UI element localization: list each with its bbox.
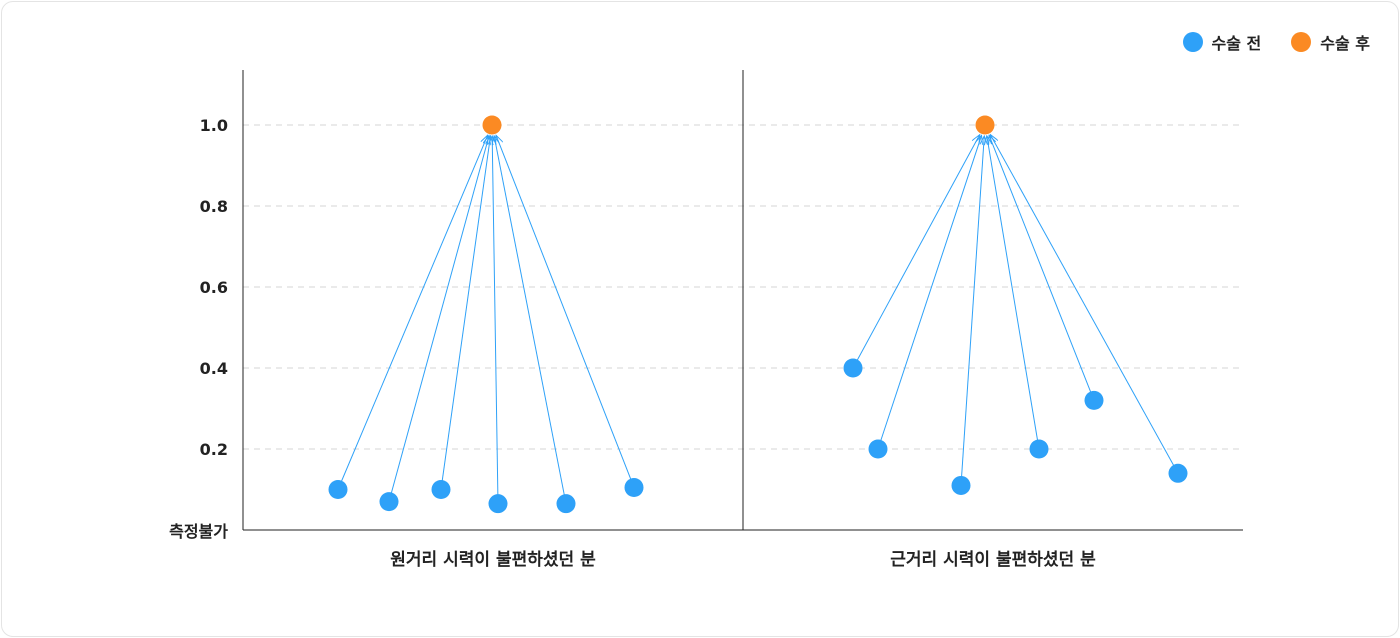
y-tick-label: 0.8 [200,197,228,216]
y-zero-label: 측정불가 [169,522,228,541]
panel-x-label: 근거리 시력이 불편하셨던 분 [890,550,1096,570]
change-arrow [987,136,1040,450]
change-arrow [494,136,567,504]
legend-dot-before [1182,32,1203,52]
before-point [1084,390,1104,410]
before-point [328,480,348,499]
legend-label-after: 수술 후 [1320,34,1370,53]
y-tick-label: 0.2 [200,440,228,459]
before-point [1029,439,1049,459]
legend-label-before: 수술 전 [1211,34,1262,53]
legend-dot-after [1291,32,1312,52]
before-point [1168,463,1188,483]
before-point [556,494,576,514]
before-point [843,358,863,378]
change-arrow [388,136,489,502]
legend-item-after: 수술 후 [1291,30,1370,54]
before-point [624,477,644,497]
legend: 수술 전 수술 후 [1182,30,1370,54]
before-point [379,492,399,512]
legend-item-before: 수술 전 [1182,30,1262,54]
y-tick-label: 0.4 [200,359,228,378]
y-tick-label: 1.0 [200,116,228,135]
y-tick-label: 0.6 [200,278,228,297]
change-arrow [990,135,1179,474]
before-point [431,480,451,499]
change-arrow [852,135,980,369]
change-arrow [337,135,488,490]
before-point [868,439,888,459]
before-point [951,475,971,495]
panel-x-label: 원거리 시력이 불편하셨던 분 [390,550,596,570]
change-arrow [492,136,499,504]
change-arrow [877,135,982,450]
change-arrow [496,135,635,488]
after-point [975,115,995,135]
change-arrow [989,135,1095,401]
change-arrow [440,136,490,490]
before-point [488,494,508,514]
after-point [482,115,502,135]
change-arrow [960,136,984,486]
